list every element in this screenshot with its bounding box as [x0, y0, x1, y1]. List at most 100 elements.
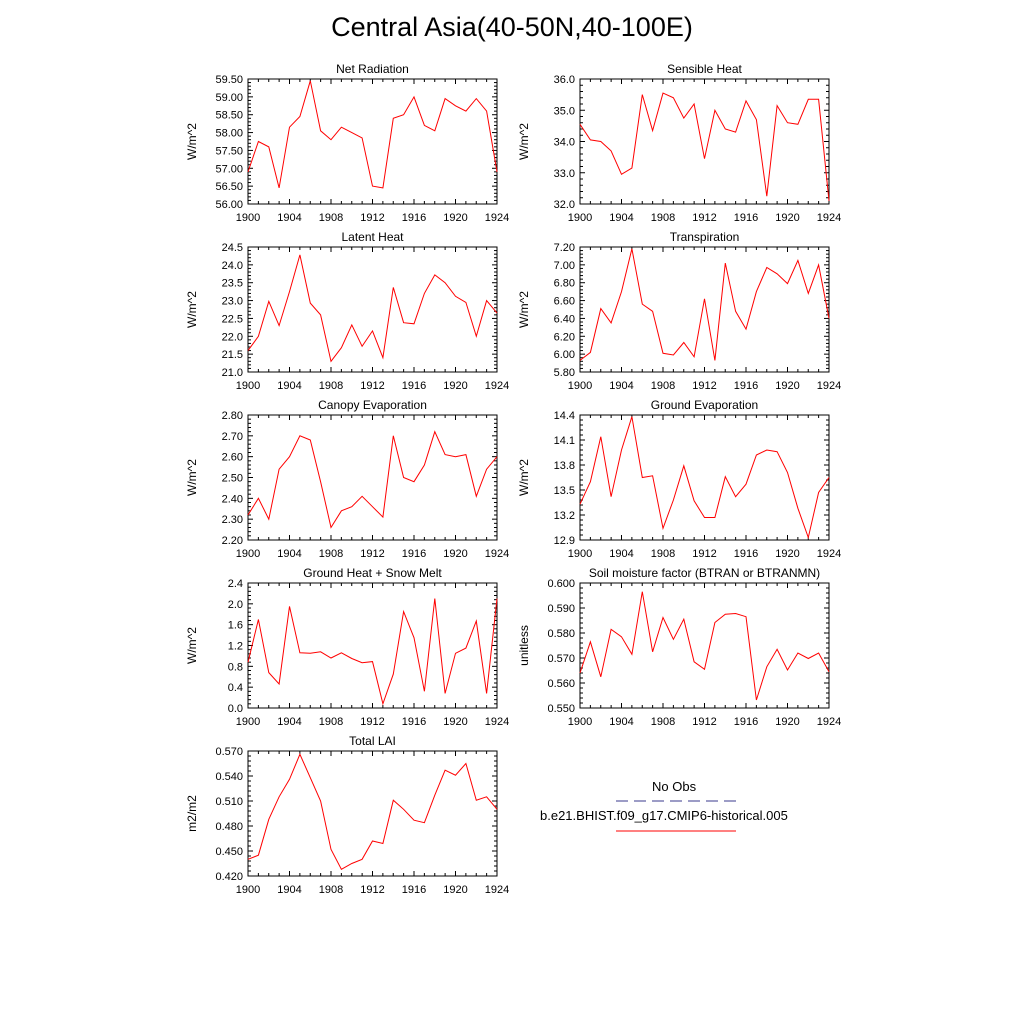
y-tick-label: 12.9 — [554, 535, 575, 547]
y-axis-label: W/m^2 — [185, 291, 199, 328]
x-tick-label: 1904 — [277, 716, 301, 728]
x-tick-label: 1912 — [692, 380, 716, 392]
y-tick-label: 0.0 — [228, 703, 243, 715]
y-tick-label: 0.420 — [215, 871, 243, 883]
x-tick-label: 1904 — [277, 380, 301, 392]
y-tick-label: 14.1 — [554, 435, 575, 447]
y-tick-label: 5.80 — [554, 367, 575, 379]
panel-6 — [579, 414, 830, 541]
y-tick-label: 0.550 — [547, 703, 575, 715]
x-tick-label: 1900 — [568, 380, 592, 392]
panel-7 — [247, 582, 498, 709]
series-line — [247, 598, 498, 706]
y-tick-label: 59.00 — [215, 92, 243, 104]
y-tick-label: 6.00 — [554, 349, 575, 361]
y-tick-label: 6.80 — [554, 278, 575, 290]
y-tick-label: 0.570 — [215, 746, 243, 758]
y-tick-label: 58.00 — [215, 128, 243, 140]
x-tick-label: 1900 — [236, 716, 260, 728]
panel-8 — [579, 582, 830, 709]
x-tick-label: 1912 — [360, 212, 384, 224]
panel-title: Net Radiation — [336, 62, 409, 76]
y-axis-label: m2/m2 — [185, 795, 199, 832]
x-tick-label: 1900 — [236, 212, 260, 224]
x-tick-label: 1920 — [775, 380, 799, 392]
x-tick-label: 1916 — [734, 548, 758, 560]
series-line — [247, 254, 498, 363]
x-tick-label: 1908 — [651, 716, 675, 728]
y-axis-label: W/m^2 — [517, 291, 531, 328]
x-tick-label: 1920 — [443, 380, 467, 392]
x-tick-label: 1916 — [402, 212, 426, 224]
panel-5 — [247, 414, 498, 541]
x-tick-label: 1920 — [775, 212, 799, 224]
y-tick-label: 2.60 — [222, 452, 243, 464]
y-tick-label: 56.50 — [215, 181, 243, 193]
y-tick-label: 7.00 — [554, 260, 575, 272]
x-tick-label: 1908 — [319, 716, 343, 728]
series-line — [247, 753, 498, 870]
x-tick-label: 1920 — [443, 884, 467, 896]
y-tick-label: 2.50 — [222, 473, 243, 485]
panel-1 — [247, 78, 498, 205]
y-tick-label: 2.80 — [222, 410, 243, 422]
y-tick-label: 57.00 — [215, 163, 243, 175]
panel-title: Soil moisture factor (BTRAN or BTRANMN) — [589, 566, 820, 580]
y-tick-label: 0.540 — [215, 771, 243, 783]
y-tick-label: 59.50 — [215, 74, 243, 86]
panel-title: Ground Evaporation — [651, 398, 758, 412]
x-tick-label: 1920 — [775, 716, 799, 728]
y-tick-label: 58.50 — [215, 110, 243, 122]
x-tick-label: 1900 — [236, 380, 260, 392]
x-tick-label: 1912 — [360, 884, 384, 896]
x-tick-label: 1920 — [443, 716, 467, 728]
panel-3 — [247, 246, 498, 373]
x-tick-label: 1920 — [775, 548, 799, 560]
y-tick-label: 0.510 — [215, 796, 243, 808]
x-tick-label: 1912 — [692, 716, 716, 728]
panel-9 — [247, 750, 498, 877]
panel-title: Total LAI — [349, 734, 396, 748]
x-tick-label: 1908 — [651, 380, 675, 392]
y-axis-label: W/m^2 — [185, 123, 199, 160]
y-tick-label: 2.0 — [228, 599, 243, 611]
x-tick-label: 1912 — [360, 716, 384, 728]
x-tick-label: 1924 — [817, 716, 841, 728]
y-tick-label: 23.0 — [222, 296, 243, 308]
series-line — [579, 92, 830, 201]
y-tick-label: 0.4 — [228, 682, 243, 694]
x-tick-label: 1916 — [734, 212, 758, 224]
x-tick-label: 1904 — [277, 884, 301, 896]
y-tick-label: 0.580 — [547, 628, 575, 640]
x-tick-label: 1908 — [319, 884, 343, 896]
x-tick-label: 1924 — [817, 212, 841, 224]
x-tick-label: 1908 — [319, 548, 343, 560]
y-axis-label: W/m^2 — [517, 123, 531, 160]
x-tick-label: 1904 — [609, 548, 633, 560]
series-line — [579, 591, 830, 701]
series-line — [247, 80, 498, 189]
y-tick-label: 13.2 — [554, 510, 575, 522]
y-tick-label: 2.30 — [222, 514, 243, 526]
x-tick-label: 1904 — [609, 380, 633, 392]
y-tick-label: 0.600 — [547, 578, 575, 590]
x-tick-label: 1908 — [651, 548, 675, 560]
y-tick-label: 23.5 — [222, 278, 243, 290]
y-tick-label: 0.450 — [215, 846, 243, 858]
y-tick-label: 13.5 — [554, 485, 575, 497]
series-line — [579, 248, 830, 361]
x-tick-label: 1900 — [568, 212, 592, 224]
panel-title: Canopy Evaporation — [318, 398, 427, 412]
y-tick-label: 0.8 — [228, 661, 243, 673]
x-tick-label: 1904 — [277, 548, 301, 560]
y-tick-label: 6.20 — [554, 331, 575, 343]
x-tick-label: 1916 — [402, 716, 426, 728]
series-line — [247, 430, 498, 529]
y-tick-label: 2.40 — [222, 493, 243, 505]
x-tick-label: 1920 — [443, 548, 467, 560]
x-tick-label: 1916 — [734, 380, 758, 392]
y-tick-label: 0.570 — [547, 653, 575, 665]
page-title: Central Asia(40-50N,40-100E) — [331, 12, 693, 42]
y-tick-label: 32.0 — [554, 199, 575, 211]
